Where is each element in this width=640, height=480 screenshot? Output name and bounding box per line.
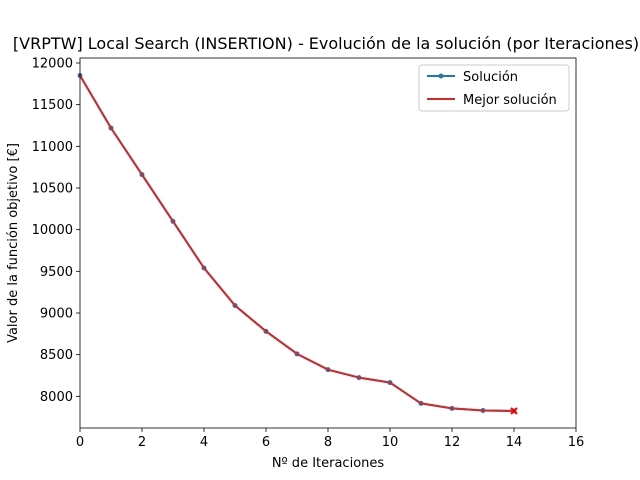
x-tick-label: 14 — [506, 435, 523, 450]
final-best-marker — [510, 407, 518, 415]
x-tick-label: 6 — [262, 435, 270, 450]
y-tick-label: 9000 — [40, 307, 73, 322]
y-tick-label: 11500 — [32, 98, 73, 113]
y-tick-label: 11000 — [32, 140, 73, 155]
legend-label-solucion: Solución — [463, 70, 518, 85]
y-axis-ticks: 8000 8500 9000 9500 10000 10500 11000 11500 1200… — [32, 57, 80, 405]
series-line-1 — [79, 74, 515, 412]
chart-title: [VRPTW] Local Search (INSERTION) - Evolu… — [13, 34, 639, 53]
series-layer — [77, 73, 518, 415]
y-axis-label: Valor de la función objetivo [€] — [6, 143, 21, 343]
y-tick-label: 10000 — [32, 223, 73, 238]
x-tick-label: 2 — [138, 435, 146, 450]
x-tick-label: 16 — [568, 435, 585, 450]
x-tick-label: 8 — [324, 435, 332, 450]
y-tick-label: 8500 — [40, 348, 73, 363]
y-tick-label: 8000 — [40, 390, 73, 405]
plot-frame — [79, 57, 577, 429]
x-tick-label: 10 — [382, 435, 399, 450]
legend: Solución Mejor solución — [418, 64, 570, 112]
y-tick-label: 10500 — [32, 182, 73, 197]
final-marker-stroke-b — [510, 407, 518, 415]
legend-marker-solucion — [438, 73, 444, 79]
plot-area — [80, 58, 576, 428]
x-axis-label: Nº de Iteraciones — [272, 456, 385, 471]
y-tick-label: 9500 — [40, 265, 73, 280]
x-tick-label: 12 — [444, 435, 461, 450]
x-tick-label: 4 — [200, 435, 208, 450]
legend-label-mejor-solucion: Mejor solución — [463, 93, 557, 108]
y-tick-label: 12000 — [32, 57, 73, 72]
legend-box — [418, 64, 570, 112]
x-tick-label: 0 — [76, 435, 84, 450]
x-axis-ticks: 0 2 4 6 8 10 12 14 16 — [76, 428, 584, 450]
